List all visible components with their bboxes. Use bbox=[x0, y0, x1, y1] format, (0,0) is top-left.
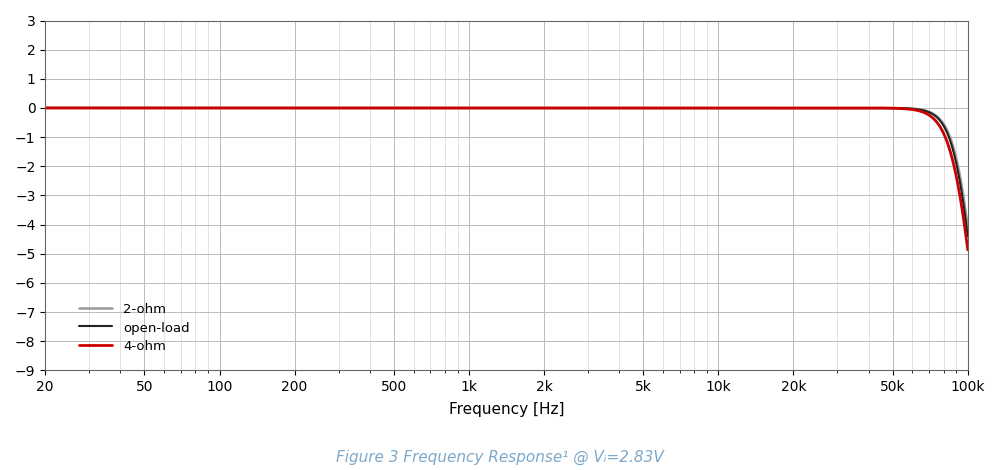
2-ohm bbox=[944, 133, 956, 139]
Line: 4-ohm: 4-ohm bbox=[45, 108, 968, 250]
open-load bbox=[962, 234, 974, 239]
open-load bbox=[944, 136, 956, 142]
4-ohm bbox=[199, 105, 211, 111]
Text: Figure 3 Frequency Response¹ @ Vᵢ=2.83V: Figure 3 Frequency Response¹ @ Vᵢ=2.83V bbox=[336, 450, 664, 465]
open-load bbox=[844, 105, 856, 111]
open-load bbox=[39, 105, 51, 111]
4-ohm bbox=[144, 105, 156, 111]
X-axis label: Frequency [Hz]: Frequency [Hz] bbox=[449, 402, 564, 417]
2-ohm bbox=[962, 225, 974, 230]
2-ohm bbox=[144, 105, 156, 111]
open-load bbox=[433, 105, 445, 111]
open-load bbox=[144, 105, 156, 111]
2-ohm bbox=[844, 105, 856, 111]
2-ohm bbox=[199, 105, 211, 111]
2-ohm bbox=[433, 105, 445, 111]
4-ohm bbox=[433, 105, 445, 111]
Legend: 2-ohm, open-load, 4-ohm: 2-ohm, open-load, 4-ohm bbox=[79, 302, 190, 353]
open-load bbox=[393, 105, 405, 111]
4-ohm bbox=[944, 147, 956, 152]
2-ohm bbox=[39, 105, 51, 111]
4-ohm bbox=[393, 105, 405, 111]
4-ohm bbox=[39, 105, 51, 111]
2-ohm bbox=[393, 105, 405, 111]
4-ohm bbox=[844, 105, 856, 111]
open-load bbox=[199, 105, 211, 111]
Line: open-load: open-load bbox=[45, 108, 968, 236]
Line: 2-ohm: 2-ohm bbox=[45, 108, 968, 227]
4-ohm bbox=[962, 247, 974, 253]
